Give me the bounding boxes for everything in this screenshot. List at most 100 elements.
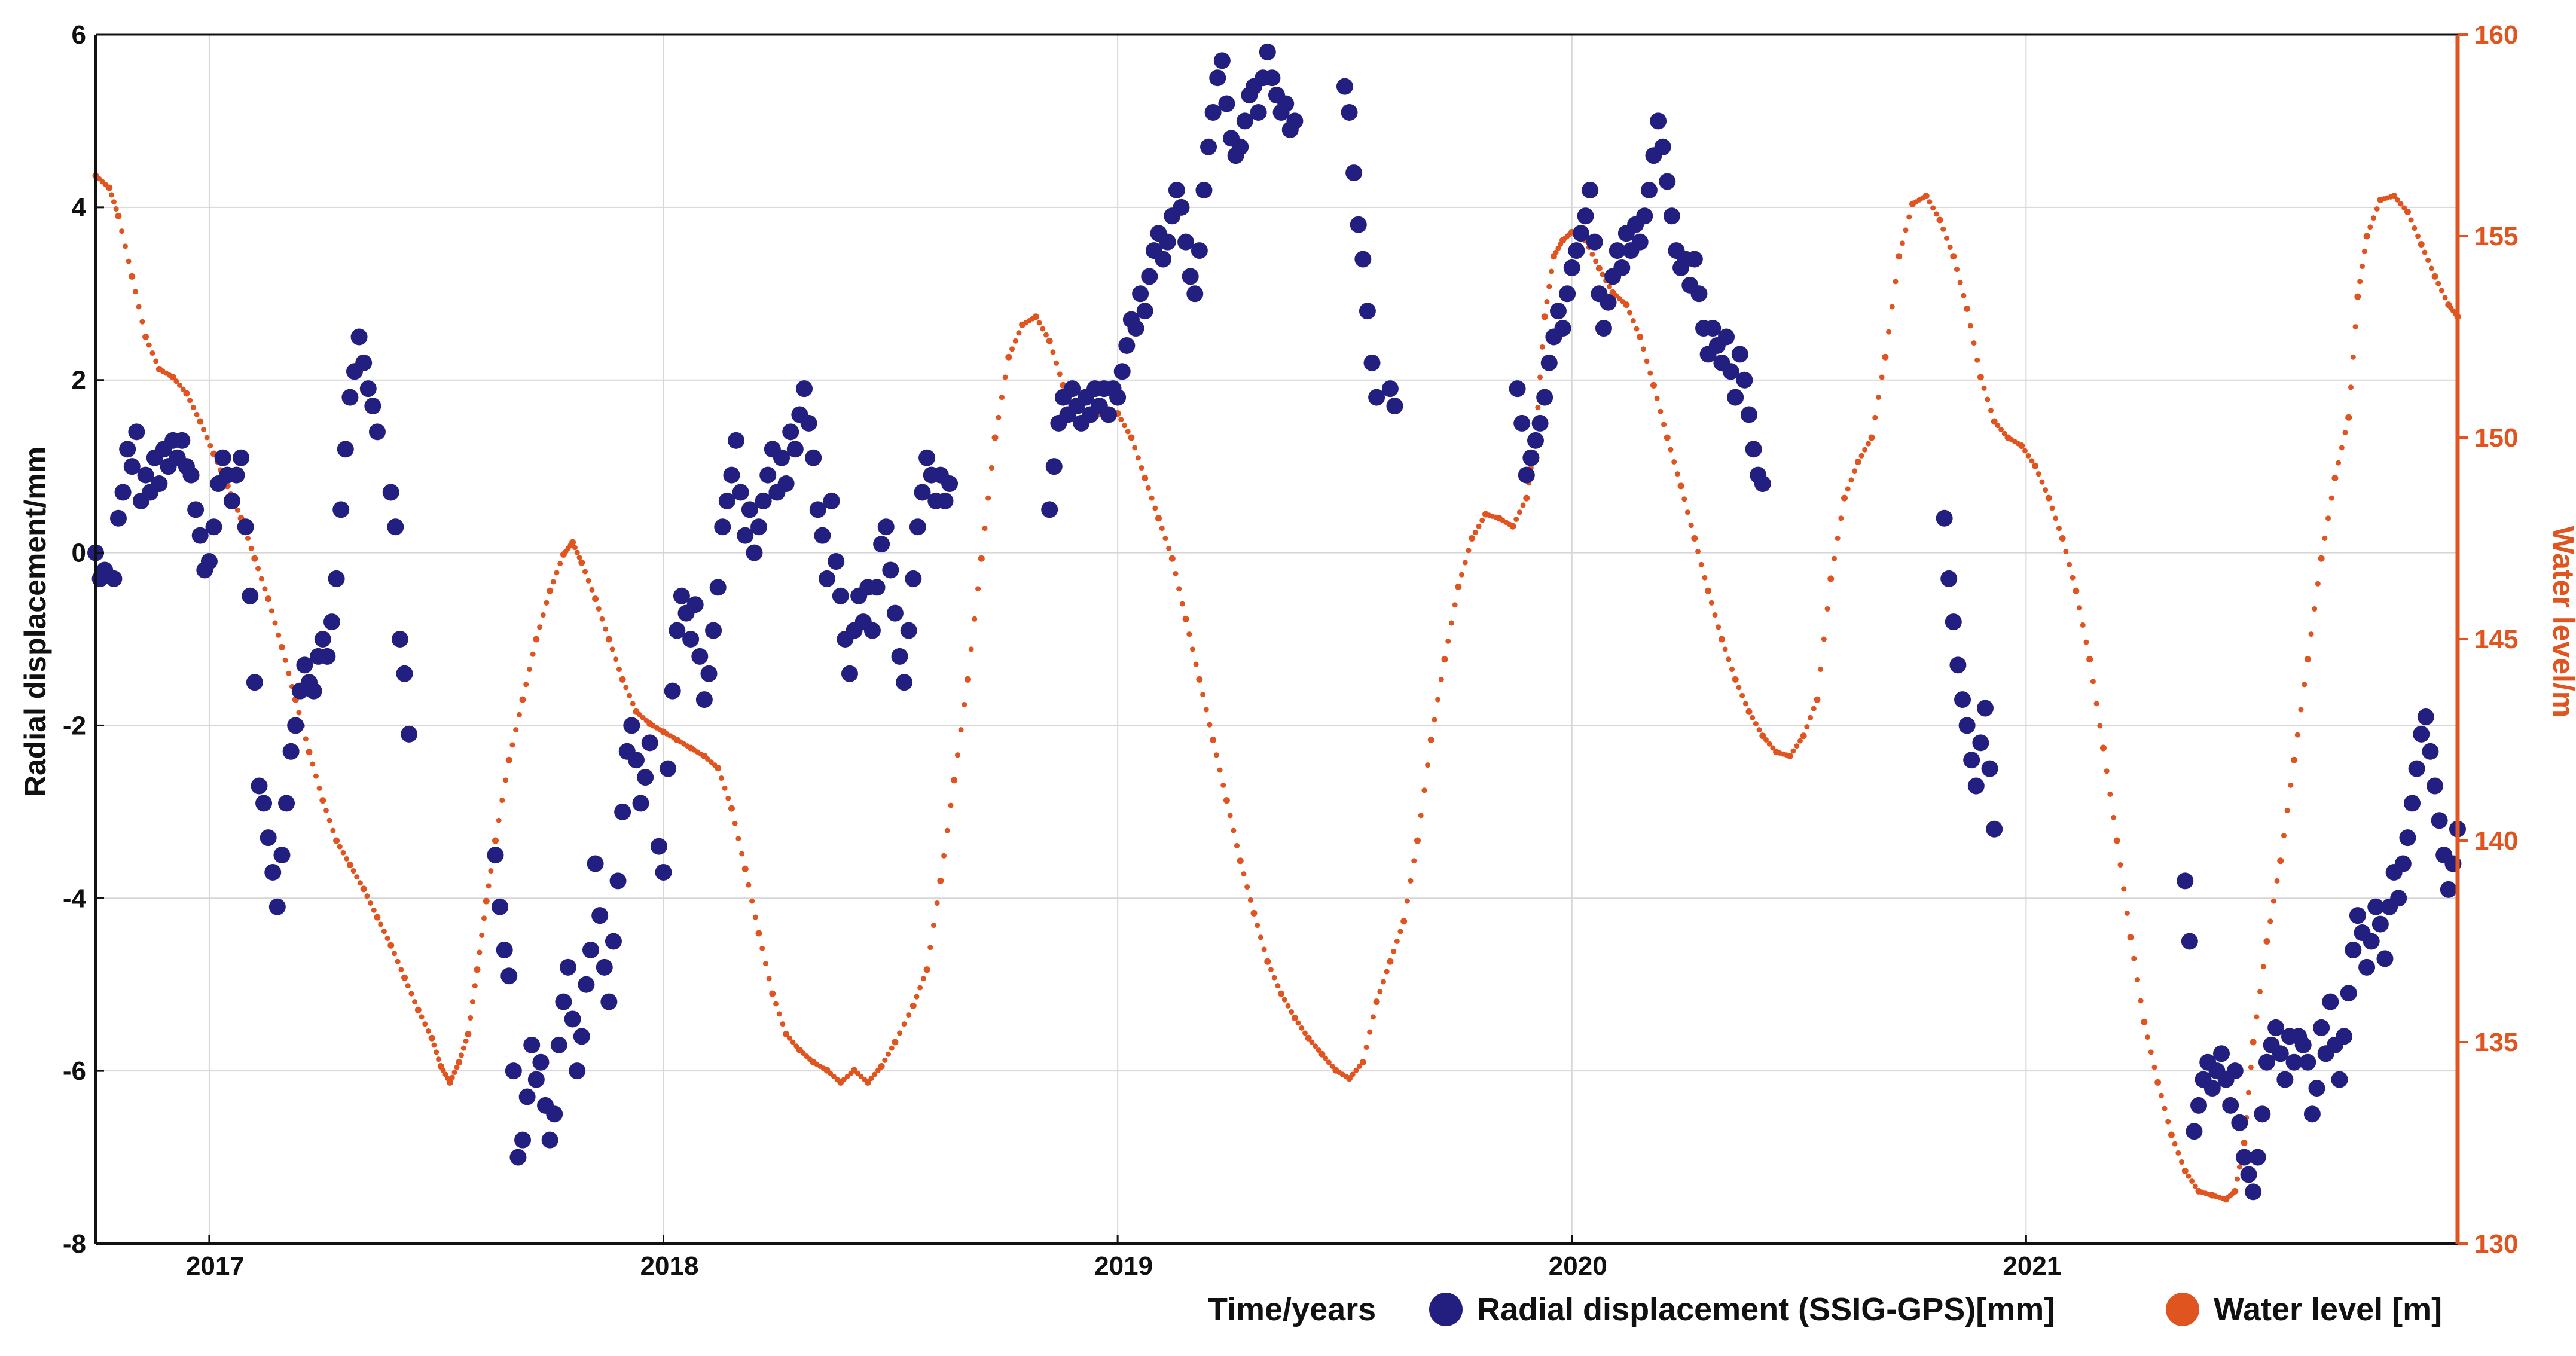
water-level-point	[129, 273, 136, 280]
radial-displacement-point	[1381, 380, 1399, 398]
water-level-point	[630, 701, 636, 707]
water-level-point	[1408, 878, 1414, 884]
water-level-point	[1827, 575, 1835, 582]
water-level-point	[2025, 453, 2031, 459]
water-level-point	[405, 983, 411, 989]
radial-displacement-point	[391, 631, 408, 648]
water-level-point	[1040, 326, 1046, 332]
legend: Radial displacement (SSIG-GPS)[mm] Water…	[1429, 1291, 2442, 1327]
water-level-point	[1985, 396, 1991, 402]
water-level-point	[169, 374, 176, 381]
water-level-point	[739, 851, 745, 857]
water-level-point	[2431, 273, 2438, 280]
water-level-point	[142, 334, 149, 340]
water-level-point	[436, 1056, 442, 1062]
water-level-point	[505, 756, 512, 763]
water-level-point	[282, 657, 288, 663]
water-level-point	[1549, 268, 1555, 274]
water-level-point	[1397, 929, 1403, 934]
water-level-point	[999, 395, 1005, 401]
water-level-point	[2415, 233, 2421, 239]
radial-displacement-point	[755, 492, 772, 509]
water-level-point	[1674, 471, 1680, 477]
water-level-point	[2370, 215, 2376, 221]
water-level-point	[1005, 353, 1012, 361]
water-level-point	[488, 868, 494, 874]
water-level-point	[1640, 346, 1646, 352]
water-level-point	[868, 1076, 874, 1082]
water-level-point	[492, 837, 499, 844]
water-level-point	[749, 898, 755, 904]
radial-displacement-point	[555, 993, 572, 1010]
radial-displacement-point	[119, 441, 136, 458]
water-level-point	[988, 465, 994, 471]
water-level-point	[985, 495, 991, 501]
radial-displacement-point	[1954, 691, 1971, 708]
water-level-point	[914, 994, 920, 1000]
radial-displacement-point	[1177, 233, 1195, 251]
water-level-point	[569, 539, 576, 546]
water-level-point	[204, 435, 210, 441]
water-level-point	[1244, 884, 1250, 890]
water-level-point	[2100, 744, 2107, 752]
radial-displacement-point	[578, 976, 595, 993]
radial-displacement-point	[1536, 389, 1553, 406]
water-level-point	[1838, 515, 1844, 521]
water-level-point	[1677, 482, 1684, 490]
radial-displacement-point	[1113, 363, 1131, 380]
water-level-point	[991, 434, 999, 441]
radial-displacement-point	[2404, 795, 2421, 812]
radial-displacement-point	[909, 518, 926, 536]
radial-displacement-point	[1686, 251, 1703, 268]
water-level-point	[516, 711, 522, 717]
water-level-point	[1664, 434, 1671, 441]
water-level-point	[1736, 685, 1742, 691]
water-level-point	[1155, 515, 1162, 522]
water-level-point	[190, 404, 196, 410]
water-level-point	[1961, 292, 1967, 298]
water-level-point	[207, 442, 213, 448]
water-level-point	[1879, 374, 1885, 380]
radial-displacement-point	[705, 622, 722, 639]
radial-displacement-point	[1540, 354, 1558, 371]
water-level-point	[2288, 782, 2294, 788]
radial-displacement-point	[2431, 812, 2448, 829]
radial-displacement-point	[1064, 380, 1081, 398]
water-level-point	[2294, 732, 2300, 738]
water-level-point	[1373, 998, 1380, 1006]
radial-displacement-point	[2303, 1105, 2321, 1123]
radial-displacement-point	[746, 544, 763, 561]
radial-displacement-point	[828, 553, 845, 570]
water-level-point	[1811, 706, 1817, 711]
water-level-point	[875, 1067, 881, 1073]
radial-displacement-point	[623, 717, 640, 734]
water-level-point	[962, 702, 967, 708]
radial-displacement-point	[609, 872, 627, 890]
radial-displacement-point	[1363, 354, 1381, 371]
water-level-point	[2281, 833, 2287, 839]
water-level-point	[948, 802, 954, 808]
water-level-point	[1391, 948, 1397, 954]
water-level-point	[1546, 283, 1552, 289]
water-level-point	[126, 258, 132, 264]
water-level-point	[1196, 676, 1203, 683]
water-level-point	[1326, 1059, 1332, 1065]
water-level-point	[2350, 354, 2356, 360]
water-level-point	[1606, 283, 1612, 289]
radial-displacement-point	[2276, 1071, 2294, 1088]
water-level-point	[892, 1039, 899, 1046]
water-level-point	[200, 427, 206, 433]
radial-displacement-point	[1168, 181, 1185, 198]
radial-displacement-point	[914, 484, 931, 501]
radial-displacement-point	[1958, 717, 1976, 734]
water-level-point	[1285, 1003, 1291, 1009]
radial-displacement-point	[1949, 656, 1967, 674]
legend-label-displacement: Radial displacement (SSIG-GPS)[mm]	[1477, 1291, 2055, 1327]
water-level-point	[2059, 535, 2066, 542]
water-level-point	[2336, 460, 2342, 466]
radial-displacement-point	[2222, 1097, 2239, 1114]
bottom-tick-label: 2018	[640, 1251, 699, 1281]
water-level-point	[1316, 1047, 1321, 1053]
water-level-point	[387, 942, 395, 949]
radial-displacement-point	[673, 587, 690, 604]
